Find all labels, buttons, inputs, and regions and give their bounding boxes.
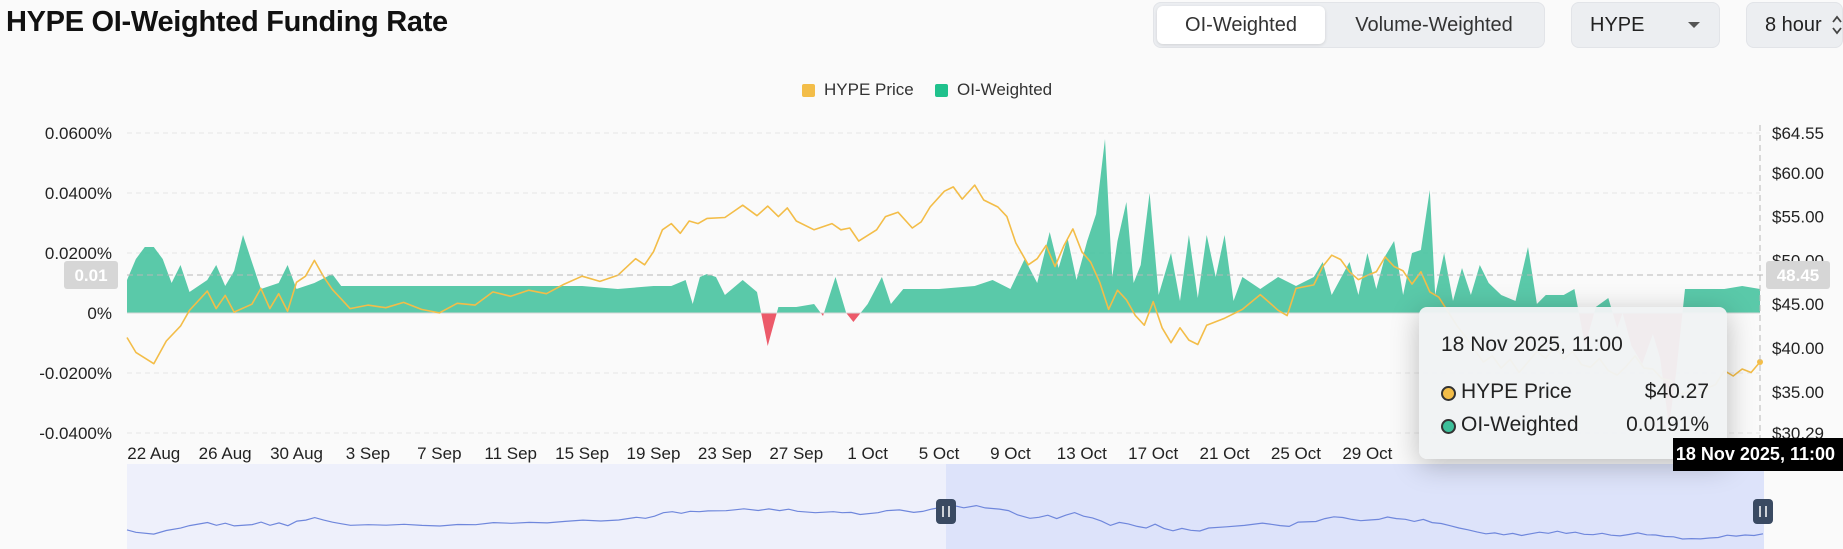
interval-select-value: 8 hour <box>1765 14 1822 36</box>
tooltip-row-price: HYPE Price $40.27 <box>1441 380 1709 406</box>
chart-tooltip: 18 Nov 2025, 11:00 HYPE Price $40.27 OI-… <box>1419 307 1727 459</box>
x-tick-label: 7 Sep <box>417 444 461 463</box>
right-tick-label: $55.00 <box>1772 208 1824 227</box>
tooltip-value-oi: 0.0191% <box>1626 413 1709 436</box>
right-tick-label: $40.00 <box>1772 339 1824 358</box>
x-tick-label: 26 Aug <box>199 444 252 463</box>
pointer-date-label: 18 Nov 2025, 11:00 <box>1673 438 1843 471</box>
right-tick-label: $60.00 <box>1772 164 1824 183</box>
pointer-right-value: 48.45 <box>1777 266 1820 285</box>
right-tick-label: $64.55 <box>1772 124 1824 143</box>
brush-handle-right[interactable] <box>1753 499 1773 524</box>
x-tick-label: 13 Oct <box>1057 444 1107 463</box>
weighting-toggle: OI-Weighted Volume-Weighted <box>1153 2 1545 48</box>
pointer-left-value: 0.01 <box>74 266 107 285</box>
legend-swatch-price <box>802 84 815 97</box>
left-tick-label: -0.0200% <box>39 364 112 383</box>
legend-swatch-oi <box>935 84 948 97</box>
x-tick-label: 1 Oct <box>847 444 888 463</box>
right-tick-label: $45.00 <box>1772 295 1824 314</box>
x-tick-label: 29 Oct <box>1342 444 1392 463</box>
chevron-down-icon <box>1688 22 1700 28</box>
x-axis-ticks: 22 Aug 26 Aug 30 Aug 3 Sep 7 Sep 11 Sep 15 Sep… <box>127 444 1392 463</box>
pointer-left-label: 0.01 <box>64 261 118 289</box>
price-point <box>1757 358 1763 365</box>
tooltip-dot-price <box>1441 386 1456 401</box>
x-tick-label: 22 Aug <box>127 444 180 463</box>
x-tick-label: 11 Sep <box>484 444 537 463</box>
tooltip-value-price: $40.27 <box>1644 380 1709 403</box>
legend-label-oi: OI-Weighted <box>957 80 1053 99</box>
asset-select-value: HYPE <box>1590 14 1645 36</box>
left-axis-ticks: 0.0600% 0.0400% 0.0200% 0% -0.0200% -0.0400% <box>39 124 112 443</box>
x-tick-label: 15 Sep <box>555 444 609 463</box>
tooltip-dot-oi <box>1441 419 1456 434</box>
brush-handle-left[interactable] <box>936 499 956 524</box>
up-down-arrows-icon <box>1832 15 1842 35</box>
tooltip-date: 18 Nov 2025, 11:00 <box>1441 333 1623 356</box>
page-title: HYPE OI-Weighted Funding Rate <box>6 6 448 38</box>
x-tick-label: 23 Sep <box>698 444 752 463</box>
x-tick-label: 19 Sep <box>627 444 681 463</box>
pointer-right-label: 48.45 <box>1766 261 1830 289</box>
interval-select[interactable]: 8 hour <box>1746 2 1843 48</box>
range-brush[interactable] <box>126 464 1773 549</box>
x-tick-label: 17 Oct <box>1128 444 1178 463</box>
tooltip-label-oi: OI-Weighted <box>1461 413 1579 436</box>
tooltip-label-price: HYPE Price <box>1461 380 1572 403</box>
oi-area-positive <box>127 139 1760 313</box>
legend-label-price: HYPE Price <box>824 80 914 99</box>
left-tick-label: 0% <box>87 304 112 323</box>
x-tick-label: 3 Sep <box>346 444 390 463</box>
tooltip-row-oi: OI-Weighted 0.0191% <box>1441 413 1709 439</box>
right-tick-label: $35.00 <box>1772 383 1824 402</box>
x-tick-label: 21 Oct <box>1200 444 1250 463</box>
x-tick-label: 27 Sep <box>769 444 823 463</box>
x-tick-label: 25 Oct <box>1271 444 1321 463</box>
tab-oi-weighted[interactable]: OI-Weighted <box>1157 6 1325 44</box>
tab-volume-weighted[interactable]: Volume-Weighted <box>1355 14 1513 36</box>
brush-selection[interactable] <box>946 464 1764 549</box>
brush-minimap-line <box>126 504 1764 540</box>
asset-select[interactable]: HYPE <box>1571 2 1720 48</box>
left-tick-label: 0.0200% <box>45 244 112 263</box>
x-tick-label: 30 Aug <box>270 444 323 463</box>
x-tick-label: 9 Oct <box>990 444 1031 463</box>
left-tick-label: 0.0400% <box>45 184 112 203</box>
left-tick-label: 0.0600% <box>45 124 112 143</box>
x-tick-label: 5 Oct <box>919 444 960 463</box>
left-tick-label: -0.0400% <box>39 424 112 443</box>
